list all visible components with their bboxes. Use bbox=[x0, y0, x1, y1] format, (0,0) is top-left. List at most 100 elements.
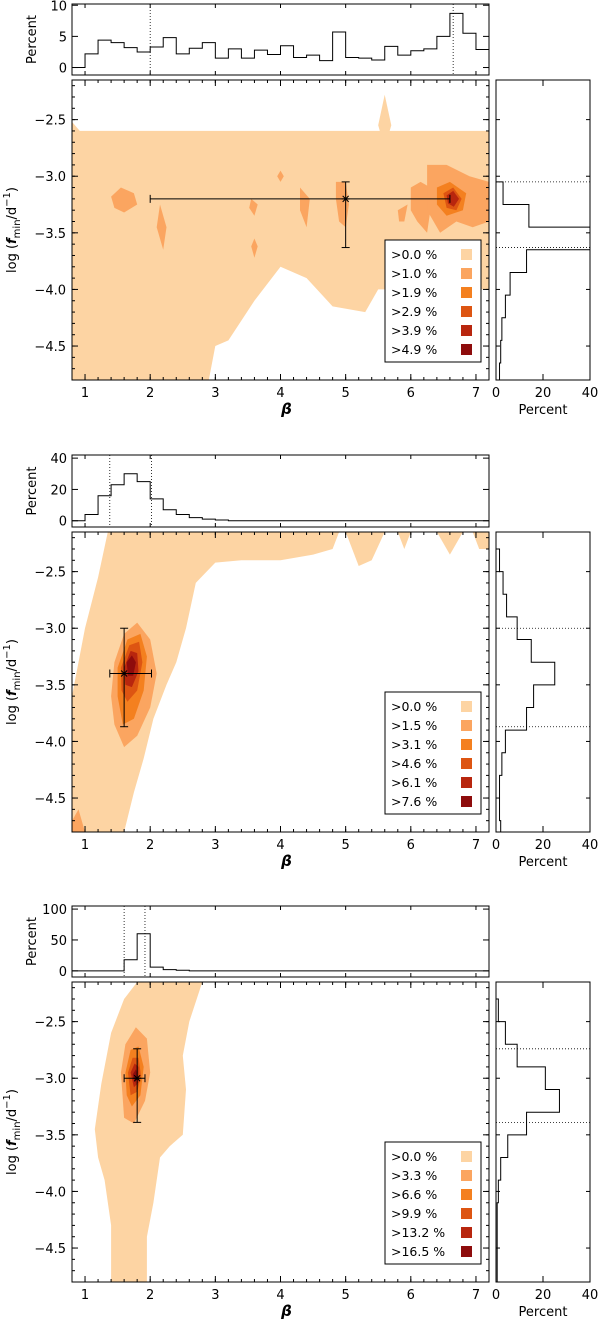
top-histogram-steps bbox=[72, 473, 489, 522]
legend-swatch bbox=[461, 1227, 472, 1238]
x-tick-label: 7 bbox=[472, 386, 480, 401]
right-histogram-frame bbox=[495, 79, 591, 381]
right-histogram-steps bbox=[495, 982, 560, 1282]
x-tick-label: 4 bbox=[276, 838, 284, 853]
top-histogram-steps bbox=[72, 12, 489, 69]
x-tick-label: 1 bbox=[81, 838, 89, 853]
y-tick-label: −3.5 bbox=[34, 679, 66, 694]
y-tick-label: −4.0 bbox=[34, 735, 66, 750]
legend-box bbox=[384, 691, 482, 815]
top-y-tick-label: 100 bbox=[42, 903, 67, 918]
right-x-tick-label: 0 bbox=[492, 1288, 500, 1303]
legend-label: >3.9 % bbox=[391, 323, 437, 338]
x-tick-label: 3 bbox=[211, 386, 219, 401]
y-tick-label: −3.0 bbox=[34, 170, 66, 185]
contour-level-1 bbox=[410, 181, 431, 233]
legend-swatch bbox=[461, 777, 472, 788]
right-histogram-xlabel: Percent bbox=[519, 1305, 568, 1320]
legend: >0.0 % >1.5 % >3.1 % >4.6 % >6.1 % >7.6 % bbox=[384, 691, 482, 815]
y-axis-title: log (fmin/d−1) bbox=[2, 187, 23, 273]
x-axis-title: β bbox=[280, 852, 292, 870]
x-tick-label: 5 bbox=[342, 1288, 350, 1303]
right-histogram-steps bbox=[495, 532, 556, 832]
contour-level-5 bbox=[126, 655, 136, 676]
legend-label: >9.9 % bbox=[391, 1206, 437, 1221]
x-tick-label: 7 bbox=[472, 838, 480, 853]
legend-swatch bbox=[461, 249, 472, 260]
legend-label: >2.9 % bbox=[391, 304, 437, 319]
top-histogram-steps bbox=[72, 933, 489, 972]
legend-swatch bbox=[461, 796, 472, 807]
legend-swatch bbox=[461, 758, 472, 769]
right-x-tick-label: 20 bbox=[535, 838, 552, 853]
legend-swatch bbox=[461, 1208, 472, 1219]
panel-1: 1 2 3 4 5 6 7 −2.5 −3.0 −3.5 −4.0 −4.5 β log (fmin/d−… bbox=[2, 0, 598, 418]
y-tick-label: −4.5 bbox=[34, 1242, 66, 1257]
legend-label: >1.0 % bbox=[391, 266, 437, 281]
legend-box bbox=[384, 1141, 482, 1265]
right-x-tick-label: 40 bbox=[582, 838, 599, 853]
contour-level-1 bbox=[249, 198, 258, 216]
best-fit-marker bbox=[149, 181, 451, 249]
legend-label: >3.3 % bbox=[391, 1168, 437, 1183]
x-tick-label: 1 bbox=[81, 386, 89, 401]
x-tick-label: 4 bbox=[276, 386, 284, 401]
contour-level-0 bbox=[472, 532, 489, 549]
panel-3: 1 2 3 4 5 6 7 −2.5 −3.0 −3.5 −4.0 −4.5 β log (fmin/d−… bbox=[2, 903, 598, 1320]
legend-label: >13.2 % bbox=[391, 1225, 445, 1240]
contour-level-1 bbox=[156, 204, 167, 250]
contour-regions bbox=[94, 982, 203, 1282]
x-tick-label: 6 bbox=[407, 1288, 415, 1303]
best-fit-star bbox=[341, 195, 350, 203]
legend-swatch bbox=[461, 1170, 472, 1181]
contour-level-0 bbox=[72, 130, 489, 380]
contour-level-0 bbox=[436, 532, 463, 555]
right-histogram-frame bbox=[495, 981, 591, 1283]
legend: >0.0 % >3.3 % >6.6 % >9.9 % >13.2 % >16.5 % bbox=[384, 1141, 482, 1265]
y-tick-label: −3.5 bbox=[34, 1129, 66, 1144]
legend-label: >6.1 % bbox=[391, 775, 437, 790]
contour-regions bbox=[72, 94, 489, 380]
right-histogram-frame bbox=[495, 531, 591, 833]
right-x-tick-label: 0 bbox=[492, 386, 500, 401]
top-histogram-frame bbox=[71, 454, 490, 528]
x-tick-label: 6 bbox=[407, 386, 415, 401]
contour-level-1 bbox=[397, 204, 408, 222]
y-tick-label: −2.5 bbox=[34, 1016, 66, 1031]
legend-swatch bbox=[461, 1151, 472, 1162]
legend-swatch bbox=[461, 268, 472, 279]
right-histogram-xlabel: Percent bbox=[519, 855, 568, 870]
x-tick-label: 2 bbox=[146, 386, 154, 401]
y-tick-label: −3.0 bbox=[34, 1072, 66, 1087]
legend-label: >0.0 % bbox=[391, 699, 437, 714]
y-axis-title: log (fmin/d−1) bbox=[2, 1089, 23, 1175]
contour-level-1 bbox=[251, 238, 258, 258]
x-tick-label: 5 bbox=[342, 386, 350, 401]
legend-box bbox=[384, 239, 482, 363]
y-tick-label: −2.5 bbox=[34, 114, 66, 129]
top-histogram-frame bbox=[71, 3, 490, 76]
legend-label: >1.5 % bbox=[391, 718, 437, 733]
y-tick-label: −4.5 bbox=[34, 340, 66, 355]
legend-swatch bbox=[461, 287, 472, 298]
right-x-tick-label: 40 bbox=[582, 1288, 599, 1303]
legend-label: >1.9 % bbox=[391, 285, 437, 300]
best-fit-star bbox=[133, 1074, 142, 1082]
y-tick-label: −4.5 bbox=[34, 792, 66, 807]
top-y-tick-label: 10 bbox=[50, 0, 67, 14]
y-tick-label: −2.5 bbox=[34, 566, 66, 581]
legend-swatch bbox=[461, 344, 472, 355]
y-tick-label: −4.0 bbox=[34, 283, 66, 298]
legend-label: >3.1 % bbox=[391, 737, 437, 752]
best-fit-marker bbox=[109, 627, 152, 728]
right-histogram-xlabel: Percent bbox=[519, 403, 568, 418]
x-axis-title: β bbox=[280, 1302, 292, 1320]
best-fit-star bbox=[120, 670, 129, 677]
y-tick-label: −3.0 bbox=[34, 622, 66, 637]
x-tick-label: 3 bbox=[211, 838, 219, 853]
legend-label: >0.0 % bbox=[391, 247, 437, 262]
x-tick-label: 2 bbox=[146, 838, 154, 853]
contour-level-0 bbox=[72, 532, 340, 832]
